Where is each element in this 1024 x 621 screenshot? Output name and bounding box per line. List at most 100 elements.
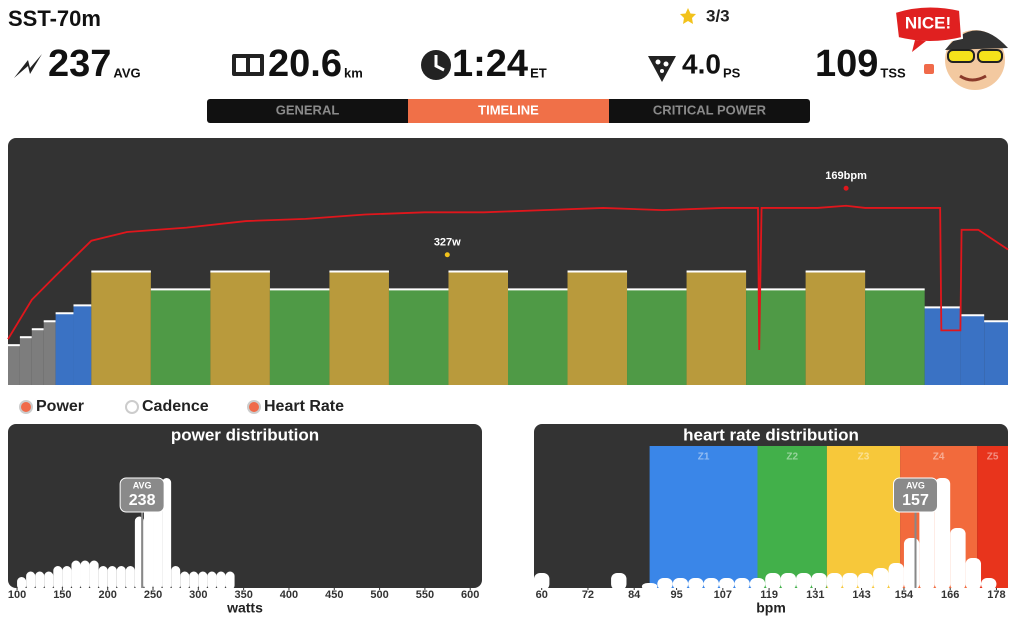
power-segment [865, 289, 925, 385]
zone-label: Z3 [858, 452, 870, 463]
avg-badge [893, 477, 939, 513]
histogram-bar [903, 538, 920, 590]
avg-badge [119, 477, 165, 513]
x-tick-label: 350 [234, 589, 252, 601]
histogram-bar [17, 577, 27, 590]
x-tick-label: 600 [461, 589, 479, 601]
tss-info-icon [924, 64, 934, 74]
zone-label: Z4 [933, 452, 945, 463]
histogram-bar [207, 571, 217, 590]
power-segment [746, 289, 806, 385]
tab-label[interactable]: TIMELINE [478, 102, 539, 117]
x-tick-label: 150 [53, 589, 71, 601]
avatar [893, 5, 1008, 90]
legend-swatch[interactable] [247, 400, 261, 414]
tab-label[interactable]: CRITICAL POWER [653, 102, 767, 117]
x-tick-label: 119 [760, 589, 778, 601]
histogram-bar [80, 560, 90, 590]
stat-value: 20.6 [268, 43, 342, 85]
x-tick-label: 550 [416, 589, 434, 601]
histogram-bar [934, 478, 951, 590]
histogram-bar [71, 560, 81, 590]
histogram-bar [641, 583, 658, 590]
distance-icon [232, 54, 264, 76]
power-segment [91, 271, 151, 385]
histogram-bar [888, 563, 904, 590]
histogram-bar [765, 573, 781, 590]
histogram-bar [198, 571, 208, 590]
histogram-bar [657, 578, 673, 590]
histogram-bar [688, 578, 704, 590]
stat-unit: PS [723, 65, 741, 80]
power-segment [805, 271, 866, 385]
histogram-bar [225, 571, 235, 590]
histogram-bar [842, 573, 858, 590]
tab-active[interactable] [408, 99, 609, 123]
histogram-bar [98, 566, 108, 590]
power-segment [984, 321, 1008, 385]
power-icon [14, 54, 42, 78]
zone-band [977, 446, 1008, 588]
histogram-bar [53, 566, 63, 590]
star-count: 3/3 [706, 6, 730, 25]
zone-band [649, 446, 758, 588]
power-segment [448, 271, 508, 385]
power-segment [924, 307, 961, 385]
histogram-bar [180, 571, 190, 590]
x-tick-label: 100 [8, 589, 26, 601]
legend-label[interactable]: Cadence [142, 398, 209, 415]
histogram-bar [35, 571, 45, 590]
stat-value: 1:24 [452, 43, 528, 85]
histogram-bar [189, 571, 199, 590]
pizza-icon [648, 56, 676, 82]
star-icon [680, 8, 696, 24]
histogram-title: power distribution [171, 425, 319, 444]
legend-label[interactable]: Power [36, 398, 84, 415]
power-segment [388, 289, 449, 385]
zone-label: Z1 [698, 452, 710, 463]
zone-band [757, 446, 827, 588]
histogram-bar [965, 558, 982, 590]
x-tick-label: 72 [582, 589, 594, 601]
x-tick-label: 500 [370, 589, 388, 601]
histogram-bar [534, 573, 550, 590]
avg-label: AVG [133, 480, 152, 490]
annotation-marker [843, 185, 849, 191]
zone-band [826, 446, 901, 588]
x-tick-label: 60 [536, 589, 548, 601]
power-segment [150, 289, 211, 385]
power-segment [43, 321, 56, 385]
legend-swatch[interactable] [19, 400, 33, 414]
power-distribution-panel [8, 424, 482, 588]
power-segment [19, 337, 32, 385]
power-segment [508, 289, 568, 385]
histogram-title: heart rate distribution [683, 425, 859, 444]
x-tick-label: 95 [670, 589, 682, 601]
power-segment [627, 289, 687, 385]
histogram-bar [611, 573, 627, 590]
histogram-bar [26, 571, 36, 590]
badge-text: NICE! [905, 13, 951, 32]
legend-label[interactable]: Heart Rate [264, 398, 344, 415]
avg-value: 238 [129, 492, 156, 509]
histogram-bar [718, 578, 735, 590]
stat-unit: AVG [113, 65, 140, 80]
power-segment [329, 271, 389, 385]
histogram-bar [919, 498, 935, 590]
power-segment [210, 271, 270, 385]
histogram-bar [44, 571, 54, 590]
x-tick-label: 400 [280, 589, 298, 601]
histogram-bar [873, 568, 889, 590]
stat-unit: ET [530, 65, 547, 80]
clock-icon [421, 50, 451, 80]
power-segment [686, 271, 747, 385]
tab-label[interactable]: GENERAL [276, 102, 340, 117]
legend-swatch[interactable] [125, 400, 139, 414]
histogram-bar [826, 573, 843, 590]
stat-value: 4.0 [682, 48, 721, 79]
histogram-bar [950, 528, 966, 590]
histogram-bar [672, 578, 689, 590]
x-tick-label: 154 [895, 589, 914, 601]
power-segment [8, 345, 20, 385]
